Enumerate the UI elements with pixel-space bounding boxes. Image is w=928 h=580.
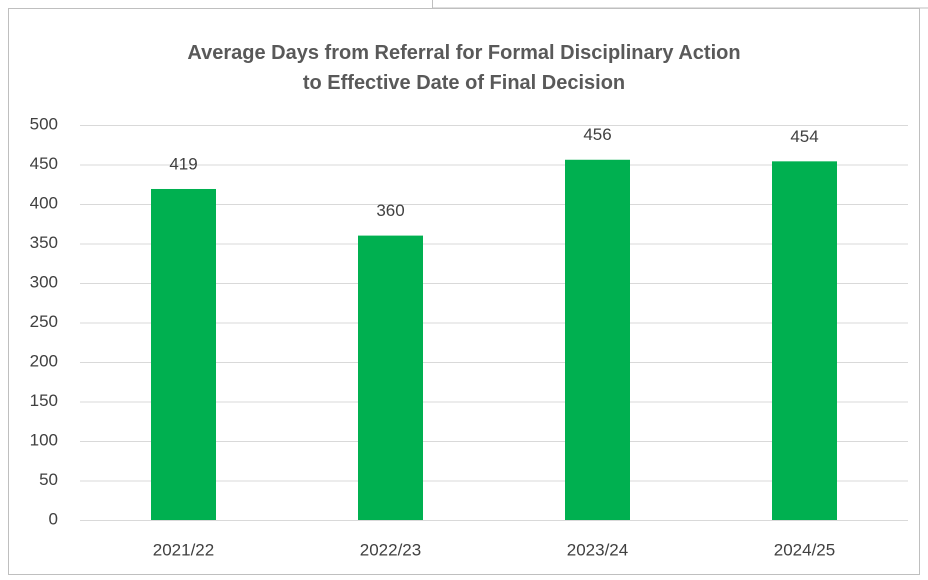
y-tick-label: 150 <box>30 391 58 410</box>
x-tick-label: 2021/22 <box>153 540 214 559</box>
y-tick-label: 300 <box>30 272 58 291</box>
data-label: 454 <box>790 127 818 146</box>
y-tick-label: 450 <box>30 154 58 173</box>
bar <box>358 235 423 520</box>
bar <box>565 159 630 520</box>
y-tick-label: 250 <box>30 312 58 331</box>
y-tick-label: 50 <box>39 470 58 489</box>
x-tick-label: 2024/25 <box>774 540 835 559</box>
y-tick-label: 200 <box>30 351 58 370</box>
x-tick-label: 2023/24 <box>567 540 628 559</box>
y-tick-label: 500 <box>30 114 58 133</box>
overlapping-panel <box>432 0 928 9</box>
x-tick-label: 2022/23 <box>360 540 421 559</box>
y-tick-label: 0 <box>49 509 58 528</box>
y-tick-label: 350 <box>30 233 58 252</box>
y-tick-label: 100 <box>30 430 58 449</box>
chart-title: Average Days from Referral for Formal Di… <box>187 42 741 94</box>
bar <box>772 161 837 520</box>
data-label: 419 <box>169 154 197 173</box>
y-tick-label: 400 <box>30 193 58 212</box>
data-label: 456 <box>583 125 611 144</box>
bar <box>151 188 216 521</box>
data-label: 360 <box>376 201 404 220</box>
